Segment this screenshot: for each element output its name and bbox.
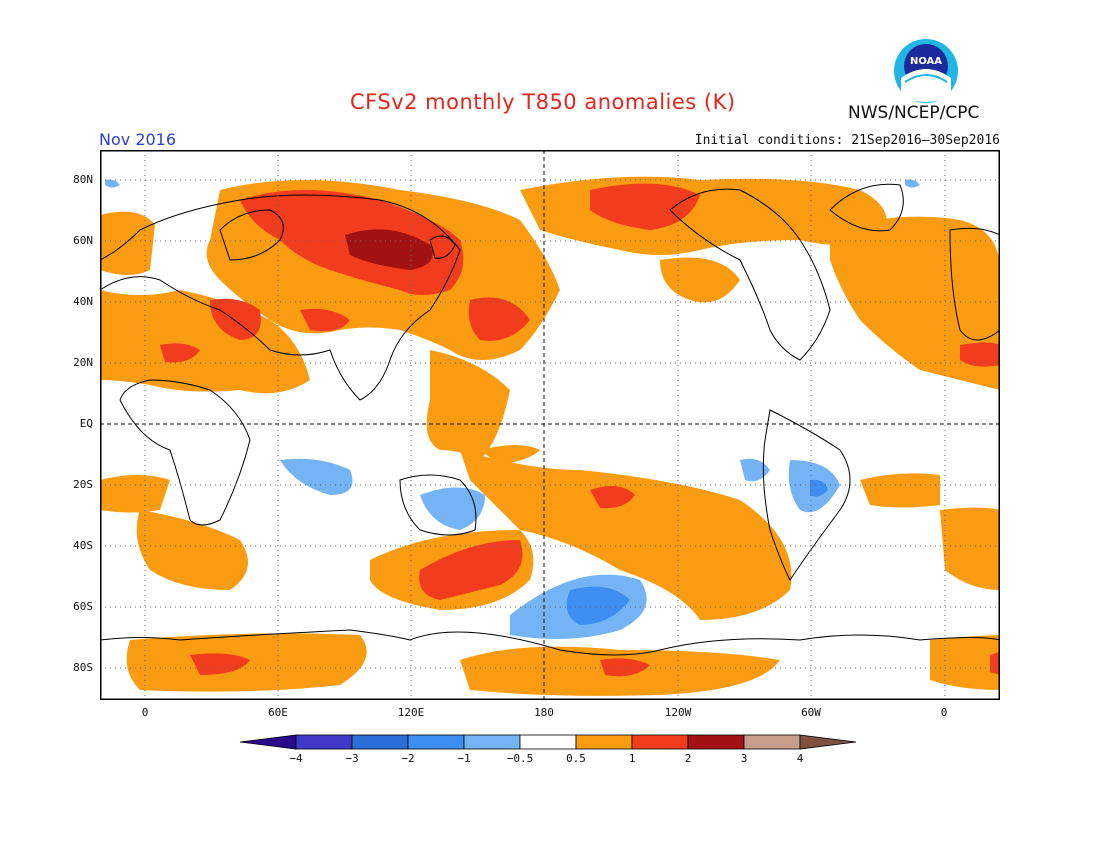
lon-label-120w: 120W: [664, 706, 692, 719]
lon-label-120e: 120E: [397, 706, 425, 719]
colorbar-cell: [351, 734, 409, 750]
map-title: CFSv2 monthly T850 anomalies (K): [350, 90, 736, 114]
agency-label: NWS/NCEP/CPC: [848, 103, 980, 123]
colorbar-cell: [519, 734, 577, 750]
colorbar-tick-label: 4: [796, 752, 804, 765]
map-frame: [100, 150, 1000, 700]
colorbar-tick-label: 2: [684, 752, 692, 765]
colorbar-tick-label: 1: [628, 752, 636, 765]
lat-label-20s: 20S: [73, 478, 93, 491]
colorbar-tick-label: −4: [289, 752, 303, 765]
colorbar-cell: [463, 734, 521, 750]
lat-label-80n: 80N: [73, 173, 93, 186]
colorbar-cell: [407, 734, 465, 750]
anomaly-map: [100, 150, 1000, 700]
svg-text:NOAA: NOAA: [910, 56, 942, 67]
colorbar-cell: [687, 734, 745, 750]
anomaly-darkred-regions: [345, 229, 433, 270]
colorbar-cell: [295, 734, 353, 750]
lat-label-60s: 60S: [73, 600, 93, 613]
equator-dateline: [100, 150, 1000, 700]
lat-label-80s: 80S: [73, 661, 93, 674]
colorbar-tick-label: −0.5: [506, 752, 534, 765]
colorbar-tick-label: 3: [740, 752, 748, 765]
colorbar-cell-over: [799, 734, 857, 750]
lat-label-20n: 20N: [73, 356, 93, 369]
lat-label-40n: 40N: [73, 295, 93, 308]
colorbar: [240, 734, 857, 750]
colorbar-cell: [631, 734, 689, 750]
lon-label-180: 180: [534, 706, 554, 719]
gridlines: [100, 150, 1000, 700]
lon-label-60w: 60W: [801, 706, 821, 719]
lon-label-60e: 60E: [268, 706, 288, 719]
colorbar-cell: [575, 734, 633, 750]
lon-label-0-right: 0: [940, 706, 948, 719]
colorbar-cell: [743, 734, 801, 750]
lat-label-60n: 60N: [73, 234, 93, 247]
initial-conditions: Initial conditions: 21Sep2016–30Sep2016: [694, 133, 1000, 148]
colorbar-tick-label: −3: [345, 752, 359, 765]
colorbar-cell-under: [240, 734, 297, 750]
lat-label-40s: 40S: [73, 539, 93, 552]
colorbar-tick-label: −1: [457, 752, 471, 765]
forecast-period: Nov 2016: [99, 130, 177, 149]
lon-label-0: 0: [141, 706, 149, 719]
anomaly-blue-regions: [566, 479, 828, 625]
lat-label-eq: EQ: [79, 417, 93, 430]
colorbar-tick-label: 0.5: [566, 752, 586, 765]
colorbar-tick-label: −2: [401, 752, 415, 765]
coastlines: [100, 183, 1000, 656]
noaa-logo: NOAA: [894, 39, 958, 103]
